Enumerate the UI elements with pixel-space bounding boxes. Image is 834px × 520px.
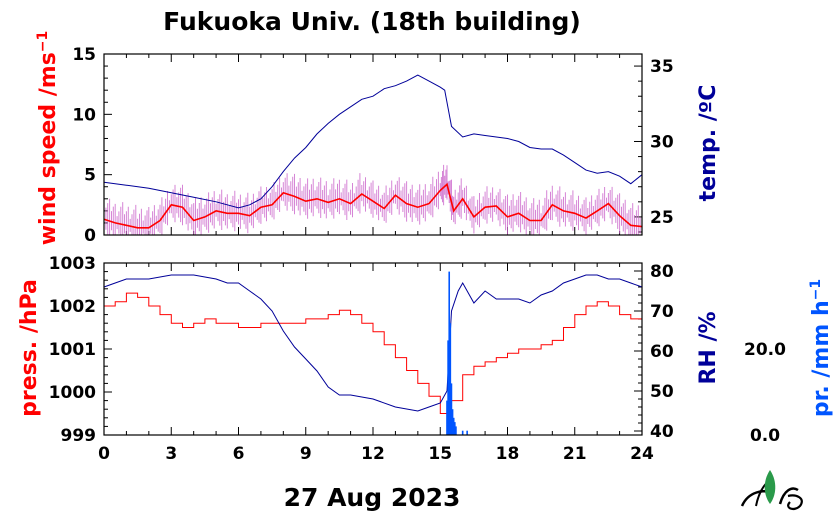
- x-axis-label: 27 Aug 2023: [284, 483, 461, 512]
- right-tick-label: 70: [650, 302, 674, 322]
- chart-title: Fukuoka Univ. (18th building): [163, 7, 581, 36]
- wind-speed-series: [103, 182, 643, 229]
- right-tick-label: 35: [650, 57, 674, 77]
- precip-bar: [461, 430, 464, 435]
- x-tick-label: 21: [563, 444, 587, 464]
- precip-bar: [466, 430, 468, 435]
- left-tick-label: 999: [61, 426, 97, 446]
- right-tick-label: 40: [650, 422, 674, 442]
- precip-tick-label: 20.0: [744, 340, 786, 360]
- x-tick-label: 15: [428, 444, 452, 464]
- left-tick-label: 1003: [49, 254, 96, 274]
- pressure-rh-panel: 0 3 6 9 12 15 18 21 24 999 1000 1001 1002 1003 40 50 60 7…: [49, 254, 786, 464]
- precip-bar: [448, 271, 451, 435]
- bottom-plot-frame: [103, 262, 643, 436]
- left-tick-label: 15: [72, 45, 96, 65]
- rh-axis-label: RH /%: [696, 311, 721, 384]
- x-tick-label: 18: [496, 444, 520, 464]
- left-tick-label: 1001: [49, 340, 96, 360]
- precip-bar: [450, 383, 453, 435]
- humidity-series: [103, 274, 643, 412]
- precip-axis-label: pr. /mm h−1: [808, 279, 834, 417]
- precip-bar: [446, 400, 448, 435]
- pressure-axis-label: press. /hPa: [17, 279, 42, 417]
- right-tick-label: 50: [650, 382, 674, 402]
- right-tick-label: 25: [650, 208, 674, 228]
- left-tick-label: 0: [84, 226, 96, 246]
- precip-bar: [452, 417, 455, 435]
- x-tick-label: 6: [233, 444, 245, 464]
- x-tick-label: 24: [630, 444, 654, 464]
- x-tick-label: 3: [165, 444, 177, 464]
- right-tick-label: 60: [650, 342, 674, 362]
- precip-bar: [449, 323, 452, 435]
- right-tick-label: 80: [650, 262, 674, 282]
- left-tick-label: 5: [84, 166, 96, 186]
- x-tick-label: 0: [98, 444, 110, 464]
- organization-logo: [740, 470, 803, 511]
- temperature-series: [103, 74, 643, 209]
- precip-bar: [447, 340, 449, 435]
- temp-axis-label: temp. /ºC: [696, 85, 721, 202]
- precip-bar: [455, 426, 457, 435]
- top-plot-frame: [103, 53, 643, 236]
- precip-bar: [454, 422, 456, 435]
- left-tick-label: 10: [72, 105, 96, 125]
- left-tick-label: 1002: [49, 297, 96, 317]
- precip-bar: [451, 409, 454, 435]
- left-tick-label: 1000: [49, 383, 96, 403]
- wind-temp-panel: 0 5 10 15 25 30 35: [72, 45, 674, 246]
- x-tick-label: 12: [361, 444, 385, 464]
- precip-tick-label: 0.0: [750, 426, 780, 446]
- x-tick-label: 9: [300, 444, 312, 464]
- pressure-series: [104, 292, 643, 414]
- right-tick-label: 30: [650, 132, 674, 152]
- wind-axis-label: wind speed /ms−1: [35, 31, 61, 246]
